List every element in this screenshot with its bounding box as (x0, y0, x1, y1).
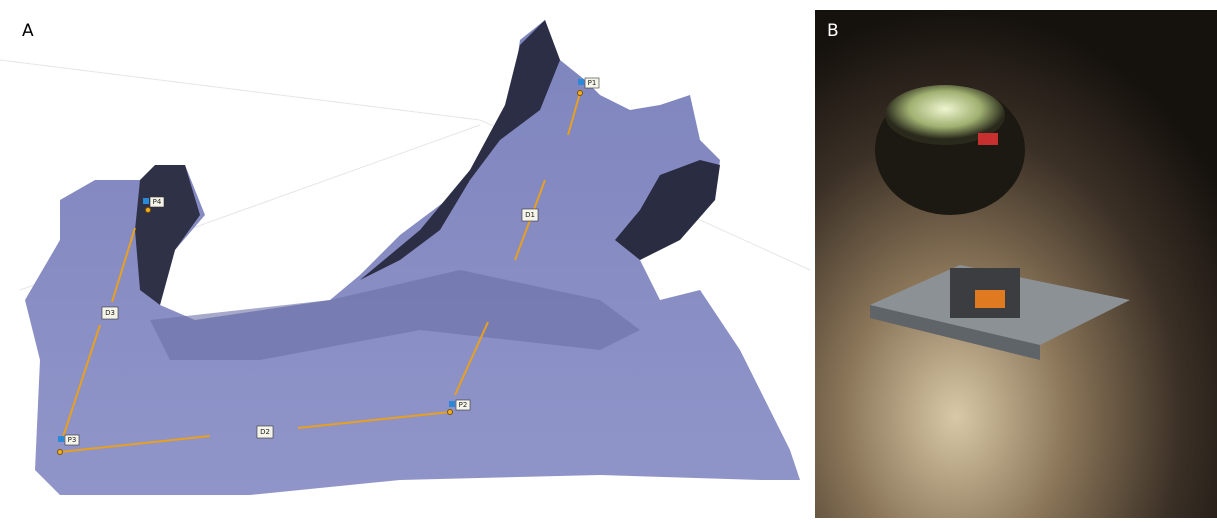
flag (578, 79, 584, 85)
panel-label: B (827, 21, 839, 41)
robot-far (978, 133, 998, 145)
point (58, 450, 63, 455)
marker-label: P2 (459, 401, 468, 409)
point (146, 208, 151, 213)
figure: A P1 P2 P3 P4 D1 D2 D3 B (0, 0, 1217, 518)
cave-photo (815, 10, 1217, 518)
distance-label: D1 (525, 211, 535, 219)
flag (143, 198, 149, 204)
panel-a: A P1 P2 P3 P4 D1 D2 D3 (0, 20, 810, 495)
marker-label: P1 (588, 79, 597, 87)
panel-label: A (22, 21, 34, 41)
bbox-line (0, 60, 480, 120)
marker-label: P4 (153, 198, 162, 206)
point (448, 410, 453, 415)
robot-part (975, 290, 1005, 308)
flag (58, 436, 64, 442)
cliff (135, 165, 200, 305)
marker-label: P3 (68, 436, 77, 444)
flag (449, 401, 455, 407)
panel-b: B (815, 10, 1217, 518)
distance-label: D3 (105, 309, 115, 317)
page: {"panels": [ {"label": "A", "markers": [… (0, 0, 1217, 518)
distance-label: D2 (260, 428, 270, 436)
point (578, 91, 583, 96)
